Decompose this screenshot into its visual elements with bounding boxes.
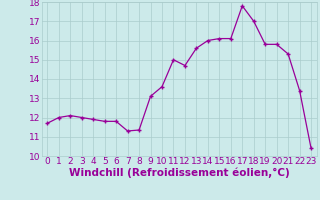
X-axis label: Windchill (Refroidissement éolien,°C): Windchill (Refroidissement éolien,°C) xyxy=(69,168,290,178)
